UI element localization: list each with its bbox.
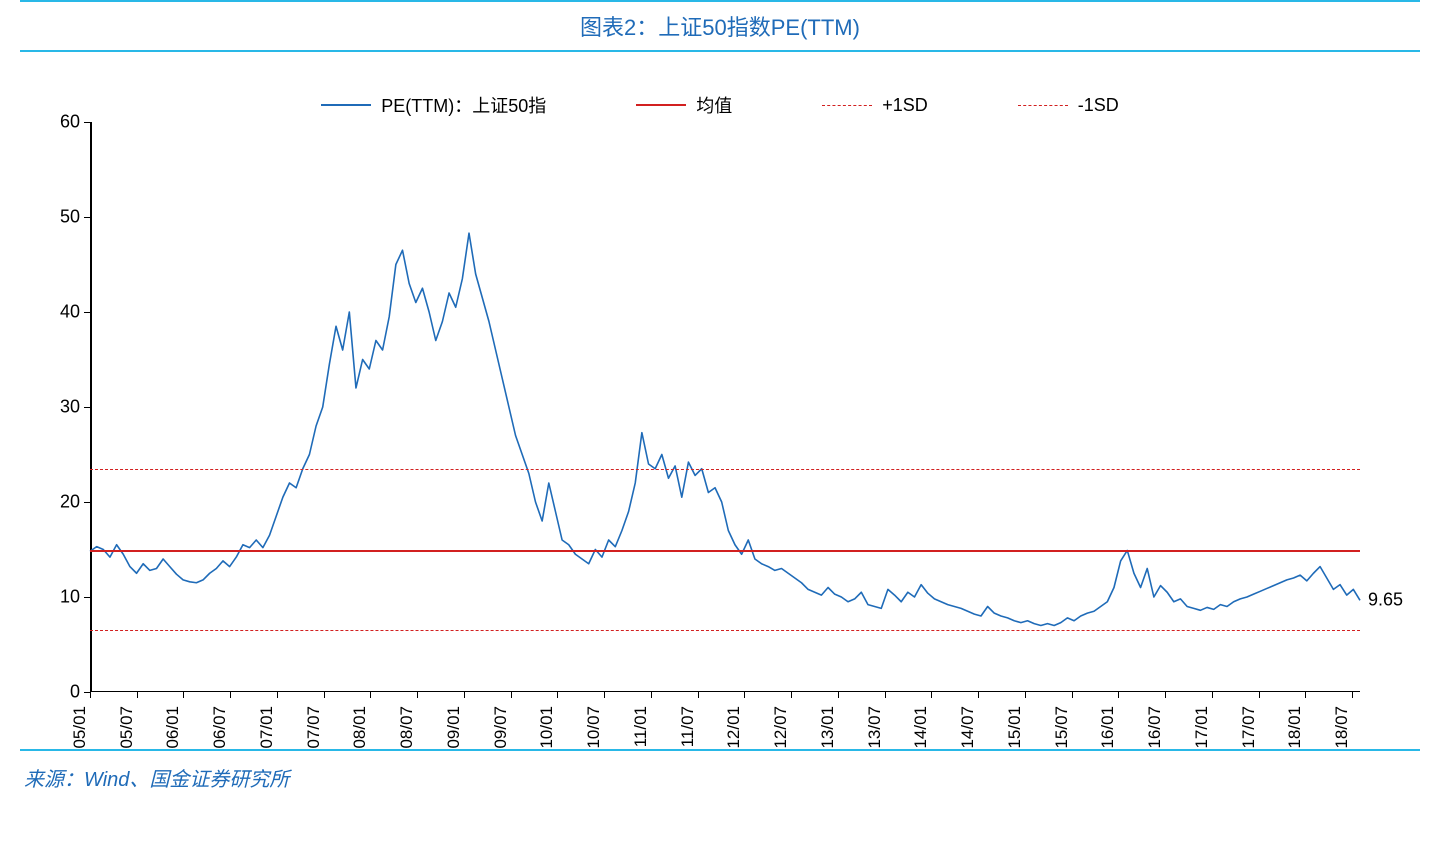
- x-axis-label: 12/07: [763, 706, 791, 749]
- y-axis-label: 30: [60, 397, 90, 418]
- legend-swatch: [636, 104, 686, 106]
- y-axis-label: 40: [60, 302, 90, 323]
- x-tick: [838, 692, 839, 698]
- x-tick: [277, 692, 278, 698]
- x-axis-label: 10/01: [529, 706, 557, 749]
- x-axis-label: 05/07: [109, 706, 137, 749]
- x-tick: [557, 692, 558, 698]
- x-axis-label: 18/01: [1277, 706, 1305, 749]
- x-tick: [417, 692, 418, 698]
- x-axis-label: 16/07: [1137, 706, 1165, 749]
- x-axis-label: 05/01: [62, 706, 90, 749]
- x-axis-label: 17/07: [1231, 706, 1259, 749]
- x-tick: [1212, 692, 1213, 698]
- x-axis-label: 09/07: [483, 706, 511, 749]
- x-axis-label: 13/01: [810, 706, 838, 749]
- x-axis-label: 15/01: [997, 706, 1025, 749]
- x-axis-label: 11/07: [670, 706, 698, 747]
- x-tick: [885, 692, 886, 698]
- y-axis-label: 0: [70, 682, 90, 703]
- legend-swatch: [1018, 105, 1068, 106]
- y-axis-label: 50: [60, 207, 90, 228]
- x-axis-label: 07/01: [249, 706, 277, 749]
- x-tick: [791, 692, 792, 698]
- x-axis-label: 17/01: [1184, 706, 1212, 749]
- legend-label: 均值: [696, 92, 732, 118]
- x-tick: [651, 692, 652, 698]
- x-tick: [370, 692, 371, 698]
- legend-item: +1SD: [822, 92, 928, 118]
- x-axis-label: 10/07: [576, 706, 604, 749]
- reference-line: [90, 630, 1360, 631]
- x-tick: [464, 692, 465, 698]
- x-axis-label: 18/07: [1324, 706, 1352, 749]
- title-bar: 图表2：上证50指数PE(TTM): [20, 0, 1420, 52]
- x-tick: [1025, 692, 1026, 698]
- legend-swatch: [822, 105, 872, 106]
- x-axis-label: 07/07: [296, 706, 324, 749]
- chart-area: PE(TTM)：上证50指均值+1SD-1SD 010203040506005/…: [20, 92, 1420, 772]
- reference-line: [90, 469, 1360, 470]
- chart-figure: 图表2：上证50指数PE(TTM) PE(TTM)：上证50指 均值 +1SD -1S…: [0, 0, 1440, 860]
- x-tick: [931, 692, 932, 698]
- x-tick: [1305, 692, 1306, 698]
- x-axis-label: 14/07: [950, 706, 978, 749]
- x-tick: [511, 692, 512, 698]
- x-axis-label: 16/01: [1090, 706, 1118, 749]
- x-tick: [978, 692, 979, 698]
- x-axis-label: 08/07: [389, 706, 417, 749]
- x-axis-label: 12/01: [716, 706, 744, 749]
- legend-label: +1SD: [882, 95, 928, 116]
- legend: PE(TTM)：上证50指 均值 +1SD -1SD: [20, 92, 1420, 118]
- x-axis-label: 11/01: [623, 706, 651, 747]
- x-axis-label: 08/01: [342, 706, 370, 749]
- x-tick: [1259, 692, 1260, 698]
- source-label: 来源：Wind、国金证券研究所: [20, 751, 1420, 804]
- x-tick: [604, 692, 605, 698]
- x-tick: [744, 692, 745, 698]
- y-axis-label: 20: [60, 492, 90, 513]
- x-axis-label: 14/01: [903, 706, 931, 749]
- x-tick: [230, 692, 231, 698]
- plot-region: 010203040506005/0105/0706/0106/0707/0107…: [90, 122, 1360, 692]
- x-axis-label: 06/07: [202, 706, 230, 749]
- legend-label: -1SD: [1078, 95, 1119, 116]
- series-svg: [90, 122, 1360, 692]
- x-tick: [698, 692, 699, 698]
- y-axis-label: 60: [60, 112, 90, 133]
- x-tick: [137, 692, 138, 698]
- legend-label: PE(TTM)：上证50指: [381, 92, 546, 118]
- x-tick: [183, 692, 184, 698]
- x-axis-label: 15/07: [1044, 706, 1072, 749]
- series-end-label: 9.65: [1368, 590, 1403, 611]
- x-tick: [90, 692, 91, 698]
- reference-line: [90, 550, 1360, 552]
- legend-item: PE(TTM)：上证50指: [321, 92, 546, 118]
- x-axis-label: 09/01: [436, 706, 464, 749]
- legend-item: -1SD: [1018, 92, 1119, 118]
- y-axis-label: 10: [60, 587, 90, 608]
- x-tick: [1118, 692, 1119, 698]
- x-tick: [1352, 692, 1353, 698]
- legend-swatch: [321, 104, 371, 106]
- x-axis-label: 13/07: [857, 706, 885, 749]
- legend-item: 均值: [636, 92, 732, 118]
- x-tick: [1072, 692, 1073, 698]
- x-axis-label: 06/01: [155, 706, 183, 749]
- x-tick: [324, 692, 325, 698]
- x-tick: [1165, 692, 1166, 698]
- chart-title: 图表2：上证50指数PE(TTM): [580, 15, 860, 40]
- pe-series-line: [90, 233, 1360, 625]
